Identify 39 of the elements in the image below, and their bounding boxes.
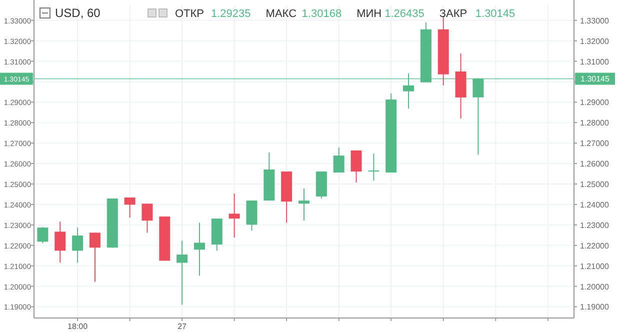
annotation: МИН (356, 8, 382, 20)
annotation: МАКС (266, 8, 297, 20)
candlestick (368, 153, 380, 182)
candlestick (124, 197, 136, 218)
text: 1.19000 (580, 302, 609, 312)
candlestick (228, 193, 240, 238)
candlestick (37, 226, 48, 244)
text: 1.31000 (580, 57, 609, 66)
x-tick-label: 18:00 (68, 322, 88, 331)
candlestick (333, 147, 344, 174)
text: 1.25000 (580, 180, 609, 190)
text: 1.21000 (580, 262, 609, 271)
candlestick (176, 240, 188, 306)
text: 1.30145 (580, 74, 610, 84)
text: 1.22000 (580, 241, 609, 250)
chart-title: USD, 60 (55, 6, 101, 20)
text: 1.26000 (580, 160, 609, 169)
candlestick (350, 150, 362, 184)
annotation: 1.30168 (302, 8, 342, 20)
text: 1.20000 (580, 282, 609, 292)
annotation: 1.29235 (211, 8, 251, 20)
text: 1.33000 (580, 16, 609, 26)
candlestick (298, 188, 310, 222)
text: 1.23000 (580, 220, 609, 230)
text: 1.24000 (580, 200, 609, 210)
candlestick (72, 227, 84, 264)
text: 1.28000 (580, 118, 609, 128)
text: 1.29000 (580, 98, 609, 108)
candlestick (142, 203, 153, 234)
annotation: 1.30145 (475, 8, 516, 20)
candlestick (89, 232, 100, 282)
candlestick (194, 222, 205, 276)
text: 1.32000 (580, 36, 609, 46)
annotation: 1.26435 (384, 8, 424, 20)
candlestick (54, 221, 66, 264)
text: 1.27000 (580, 139, 609, 148)
x-tick-label: 27 (178, 322, 188, 331)
annotation: ОТКР (175, 8, 204, 20)
annotation: ЗАКР (439, 8, 468, 20)
